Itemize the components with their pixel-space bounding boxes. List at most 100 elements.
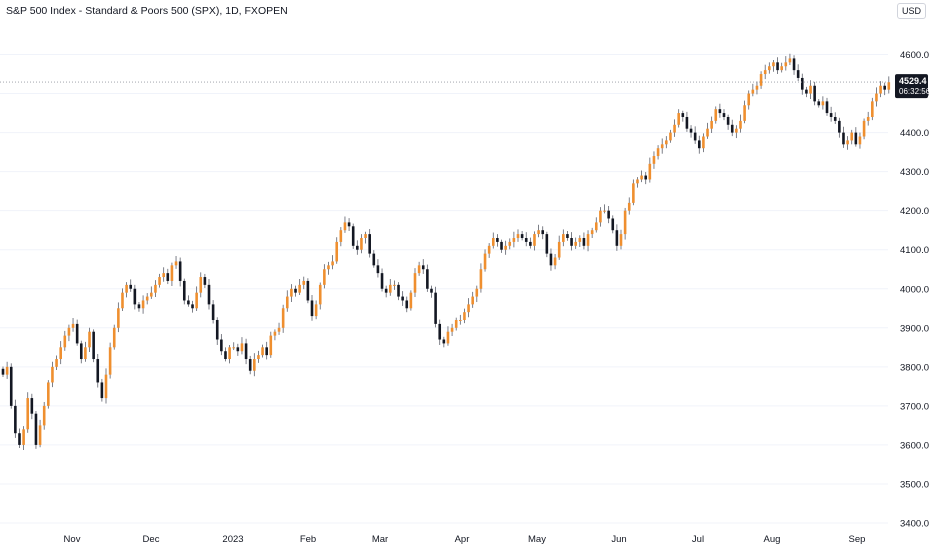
candle-body	[34, 413, 38, 445]
candle-body	[504, 245, 507, 250]
candle-body	[796, 70, 800, 78]
x-tick-label: Nov	[64, 534, 81, 545]
y-tick-label: 3500.0	[900, 479, 929, 490]
currency-button[interactable]: USD	[897, 3, 926, 19]
candle-body	[215, 319, 219, 340]
candle-body	[669, 132, 672, 141]
candle-body	[187, 300, 190, 305]
candle-body	[846, 140, 849, 145]
candle-body	[755, 85, 759, 90]
candle-body	[182, 280, 186, 301]
candle-body	[318, 284, 322, 305]
candle-body	[145, 296, 149, 301]
candle-body	[166, 273, 170, 281]
candle-body	[63, 335, 67, 348]
candle-body	[112, 327, 116, 348]
candle-body	[220, 339, 223, 352]
candle-body	[792, 58, 796, 71]
candle-body	[541, 230, 545, 235]
candle-body	[685, 116, 689, 129]
candle-body	[553, 257, 557, 266]
x-tick-label: Apr	[455, 534, 470, 545]
candle-body	[141, 300, 145, 309]
candle-body	[496, 238, 499, 242]
candle-body	[833, 116, 837, 121]
candle-body	[356, 245, 359, 250]
candle-body	[174, 261, 178, 266]
candle-body	[199, 277, 203, 293]
candle-body	[224, 351, 227, 360]
candle-body	[417, 265, 421, 274]
candle-body	[537, 230, 540, 235]
candle-body	[512, 238, 516, 242]
candle-body	[578, 238, 582, 242]
candle-body	[178, 261, 182, 281]
candle-body	[158, 277, 161, 285]
candle-body	[875, 93, 878, 102]
candle-body	[566, 234, 569, 239]
candle-body	[388, 284, 392, 293]
candle-body	[866, 116, 870, 121]
candle-body	[702, 136, 705, 149]
candle-body	[154, 284, 157, 293]
candle-body	[487, 245, 491, 254]
y-tick-label: 3800.0	[900, 362, 929, 373]
chart-title: S&P 500 Index - Standard & Poors 500 (SP…	[6, 5, 288, 17]
candle-body	[817, 101, 821, 106]
candle-body	[582, 238, 586, 246]
candle-body	[191, 304, 194, 309]
candle-body	[108, 347, 112, 375]
candle-body	[96, 359, 100, 383]
candle-body	[632, 183, 635, 203]
x-tick-label: Sep	[849, 534, 866, 545]
candle-body	[401, 296, 404, 301]
candle-body	[545, 234, 549, 254]
candle-body	[253, 359, 256, 371]
candle-body	[759, 74, 763, 86]
candle-body	[660, 144, 664, 149]
candle-body	[438, 323, 442, 340]
candle-body	[203, 277, 207, 285]
candle-body	[67, 327, 71, 336]
candle-body	[59, 347, 62, 360]
candle-body	[261, 347, 264, 356]
candle-body	[30, 398, 34, 414]
x-tick-label: 2023	[222, 534, 243, 545]
candle-body	[611, 218, 615, 231]
candle-body	[137, 304, 141, 309]
y-tick-label: 4400.0	[900, 128, 929, 139]
candle-body	[714, 109, 718, 121]
candle-body	[825, 101, 829, 114]
candle-body	[269, 335, 273, 356]
candle-body	[14, 405, 17, 434]
candle-body	[195, 292, 198, 309]
candle-body	[298, 284, 301, 293]
candle-body	[22, 429, 25, 445]
candle-body	[290, 288, 293, 297]
candle-body	[150, 292, 153, 297]
candle-body	[850, 132, 854, 141]
candle-body	[47, 382, 50, 406]
candle-body	[809, 85, 812, 94]
candle-body	[42, 405, 46, 426]
candle-body	[475, 288, 479, 297]
candle-body	[854, 132, 858, 145]
candle-body	[813, 85, 816, 102]
y-tick-label: 4200.0	[900, 206, 929, 217]
candle-body	[228, 347, 231, 360]
candle-body	[343, 222, 347, 231]
candle-body	[467, 304, 470, 313]
candle-body	[265, 347, 268, 356]
candle-body	[294, 288, 297, 293]
x-tick-label: Mar	[372, 534, 388, 545]
candle-body	[384, 288, 388, 293]
candle-body	[673, 124, 676, 133]
candle-body	[677, 113, 680, 125]
candle-body	[479, 269, 483, 289]
candle-body	[104, 374, 108, 399]
candle-body	[442, 339, 446, 344]
candle-body	[306, 280, 310, 301]
candle-body	[75, 323, 79, 344]
